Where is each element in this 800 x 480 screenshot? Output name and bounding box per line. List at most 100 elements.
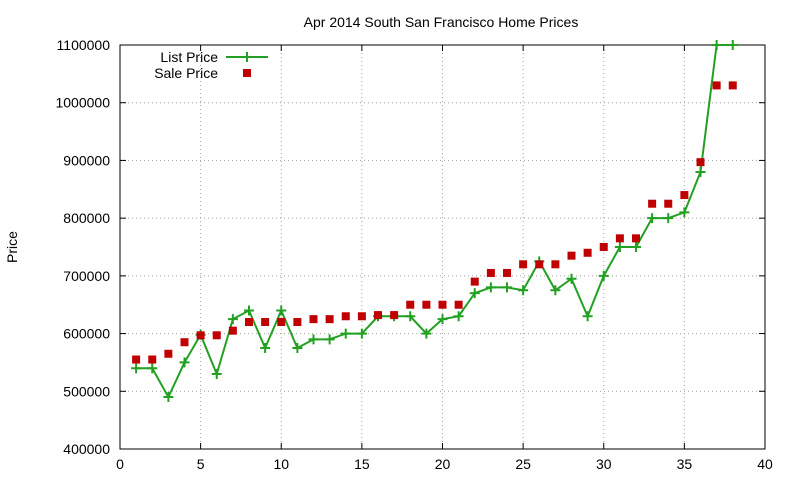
sale-price-point bbox=[696, 158, 705, 167]
x-tick-label: 10 bbox=[273, 456, 289, 472]
list-price-point bbox=[598, 270, 609, 281]
list-price-point bbox=[550, 285, 561, 296]
list-price-point bbox=[485, 282, 496, 293]
list-price-point bbox=[340, 328, 351, 339]
list-price-point bbox=[469, 288, 480, 299]
sale-price-point bbox=[164, 349, 173, 358]
chart-title: Apr 2014 South San Francisco Home Prices bbox=[304, 14, 579, 30]
list-price-point bbox=[711, 40, 722, 50]
list-price-point bbox=[614, 242, 625, 252]
sale-price-point bbox=[454, 300, 463, 309]
list-price-point bbox=[727, 40, 738, 50]
y-tick-label: 500000 bbox=[63, 383, 110, 399]
sale-price-point bbox=[664, 199, 673, 208]
sale-price-point bbox=[599, 243, 608, 251]
sale-price-point bbox=[132, 355, 141, 364]
list-price-point bbox=[566, 273, 577, 284]
sale-price-point bbox=[503, 268, 511, 277]
list-price-point bbox=[647, 213, 658, 224]
list-price-point bbox=[421, 328, 432, 339]
list-price-point bbox=[276, 305, 287, 316]
sale-price-point bbox=[422, 300, 431, 309]
sale-price-point bbox=[245, 318, 253, 327]
series bbox=[131, 40, 738, 403]
list-price-line bbox=[136, 44, 733, 400]
sale-price-point bbox=[212, 331, 221, 340]
list-price-point bbox=[663, 213, 674, 224]
list-price-point bbox=[679, 207, 690, 218]
sale-price-point bbox=[357, 312, 366, 321]
x-tick-label: 15 bbox=[354, 456, 370, 472]
sale-price-point bbox=[632, 234, 640, 243]
list-price-point bbox=[308, 334, 319, 345]
sale-price-point bbox=[438, 300, 447, 309]
sale-price-point bbox=[293, 318, 302, 327]
list-price-point bbox=[502, 282, 512, 293]
sale-price-point bbox=[535, 260, 544, 269]
sale-price-point bbox=[309, 315, 318, 324]
sale-price-point bbox=[712, 81, 721, 90]
list-price-point bbox=[147, 363, 158, 374]
y-tick-label: 400000 bbox=[63, 441, 110, 457]
list-price-point bbox=[324, 334, 335, 345]
list-price-point bbox=[244, 305, 254, 316]
sale-price-point bbox=[277, 318, 286, 327]
legend-entry-label: List Price bbox=[160, 49, 218, 65]
x-tick-label: 0 bbox=[116, 456, 124, 472]
list-price-point bbox=[695, 166, 706, 177]
sale-price-point bbox=[390, 311, 399, 320]
sale-price-point bbox=[196, 331, 205, 340]
list-price-point bbox=[260, 343, 271, 353]
x-tick-label: 30 bbox=[596, 456, 612, 472]
y-axis-label: Price bbox=[4, 231, 20, 263]
x-tick-label: 40 bbox=[757, 456, 773, 472]
x-tick-label: 20 bbox=[435, 456, 451, 472]
list-price-point bbox=[631, 242, 641, 252]
y-tick-label: 800000 bbox=[63, 210, 110, 226]
sale-price-point bbox=[583, 248, 592, 257]
sale-price-point bbox=[470, 277, 479, 286]
list-price-point bbox=[582, 311, 593, 322]
list-price-point bbox=[518, 285, 529, 296]
sale-price-point bbox=[341, 312, 350, 321]
sale-price-point bbox=[567, 251, 576, 260]
list-price-point bbox=[292, 343, 303, 353]
list-price-point bbox=[453, 311, 464, 322]
grid bbox=[120, 45, 765, 449]
sale-price-point bbox=[615, 234, 624, 243]
legend-square-marker bbox=[243, 69, 251, 77]
sale-price-point bbox=[728, 81, 737, 90]
sale-price-point bbox=[680, 191, 689, 200]
x-tick-label: 5 bbox=[197, 456, 205, 472]
list-price-point bbox=[437, 314, 448, 325]
list-price-point bbox=[227, 314, 238, 325]
sale-price-point bbox=[551, 260, 560, 269]
list-price-point bbox=[405, 311, 416, 322]
axes: 0 5 10 15 20 25 30 35 40 400000 500000 600000 700000… bbox=[55, 37, 773, 472]
sale-price-point bbox=[648, 199, 657, 208]
sale-price-point bbox=[406, 300, 415, 309]
list-price-point bbox=[211, 368, 222, 379]
y-tick-label: 1000000 bbox=[55, 95, 110, 111]
sale-price-point bbox=[325, 315, 334, 324]
x-tick-label: 35 bbox=[677, 456, 693, 472]
list-price-point bbox=[179, 357, 190, 368]
list-price-point bbox=[131, 363, 142, 374]
x-tick-label: 25 bbox=[515, 456, 531, 472]
legend-plus-marker bbox=[242, 52, 252, 62]
sale-price-point bbox=[261, 318, 270, 327]
y-tick-label: 600000 bbox=[63, 326, 110, 342]
sale-price-point bbox=[519, 260, 528, 269]
sale-price-series bbox=[132, 81, 737, 364]
sale-price-point bbox=[228, 326, 237, 335]
sale-price-point bbox=[486, 268, 495, 277]
y-tick-label: 1100000 bbox=[57, 37, 111, 53]
sale-price-point bbox=[148, 355, 157, 364]
sale-price-point bbox=[180, 338, 189, 347]
list-price-point bbox=[163, 392, 174, 403]
list-price-point bbox=[356, 328, 367, 339]
sale-price-point bbox=[374, 311, 382, 320]
y-tick-label: 700000 bbox=[63, 268, 110, 284]
